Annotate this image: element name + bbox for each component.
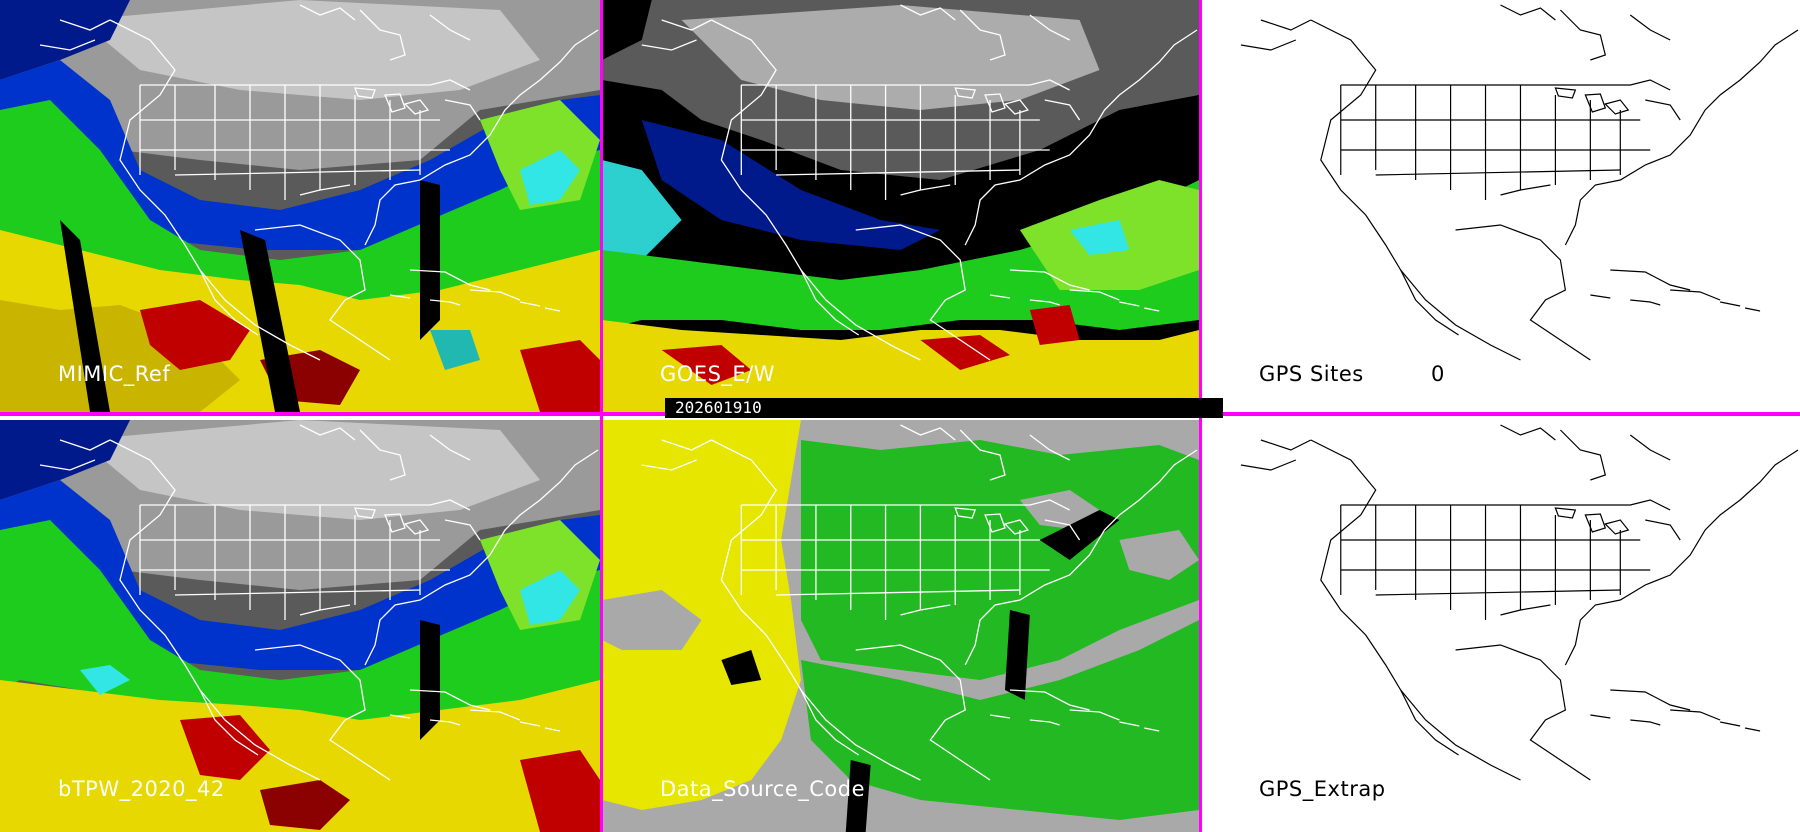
panel-label-goes: GOES_E/W bbox=[660, 362, 776, 386]
panel-gps-sites[interactable]: GPS Sites 0 bbox=[1201, 0, 1800, 412]
timestamp-bar: 202601910 bbox=[665, 398, 1223, 418]
panel-label-mimic: MIMIC_Ref bbox=[58, 362, 171, 386]
panel-label-data-source-code: Data_Source_Code bbox=[660, 777, 866, 801]
panel-label-btpw: bTPW_2020_42 bbox=[58, 777, 225, 801]
data-source-code-map bbox=[602, 420, 1199, 832]
panel-data-source-code[interactable]: Data_Source_Code bbox=[602, 420, 1199, 832]
tpw-image-btpw bbox=[0, 420, 600, 832]
panel-label-gps-sites: GPS Sites bbox=[1259, 362, 1364, 386]
vertical-divider-left bbox=[600, 0, 603, 832]
tpw-image-mimic bbox=[0, 0, 600, 412]
gps-extrap-map bbox=[1201, 420, 1800, 832]
tpw-image-goes bbox=[602, 0, 1199, 412]
gps-site-count: 0 bbox=[1431, 362, 1445, 386]
timestamp-text: 202601910 bbox=[675, 398, 762, 417]
panel-label-gps-extrap: GPS_Extrap bbox=[1259, 777, 1386, 801]
panel-mimic-ref[interactable]: MIMIC_Ref bbox=[0, 0, 600, 412]
panel-gps-extrap[interactable]: GPS_Extrap bbox=[1201, 420, 1800, 832]
panel-goes[interactable]: GOES_E/W bbox=[602, 0, 1199, 412]
panel-btpw[interactable]: bTPW_2020_42 bbox=[0, 420, 600, 832]
gps-sites-map bbox=[1201, 0, 1800, 412]
